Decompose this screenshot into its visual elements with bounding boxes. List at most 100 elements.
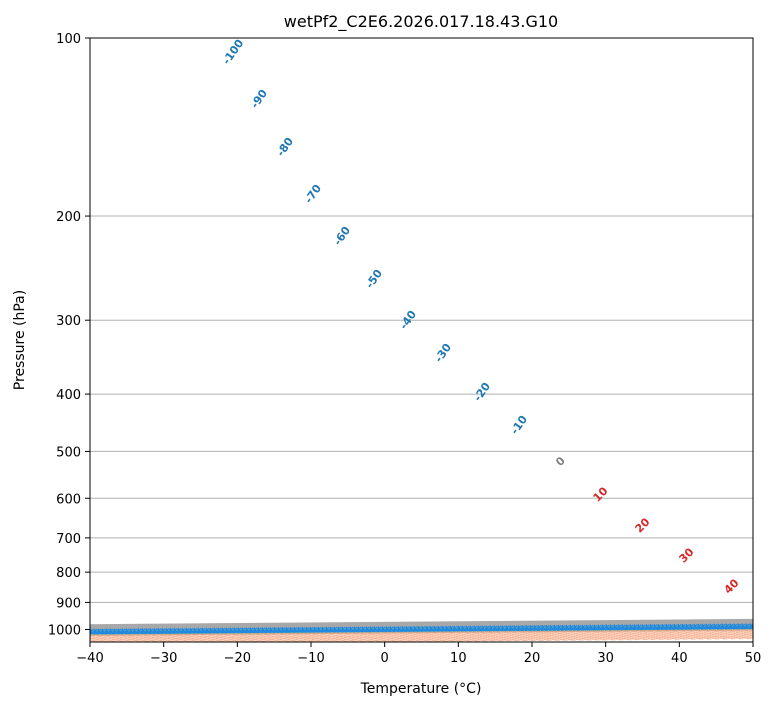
y-tick-label: 800 xyxy=(56,566,81,581)
isotherm--20 xyxy=(90,624,753,632)
moist-adiabat xyxy=(90,625,753,633)
dry-adiabat xyxy=(346,638,753,642)
mixing-ratio-line xyxy=(90,625,753,633)
dry-adiabat-label: -60 xyxy=(331,224,353,248)
x-axis-ticks: −40 −30 −20 −10 0 10 20 30 40 50 xyxy=(76,642,761,666)
dry-adiabat xyxy=(90,634,753,641)
mixing-ratio-line xyxy=(90,627,753,635)
dry-adiabat xyxy=(90,631,753,638)
y-tick-label: 100 xyxy=(56,32,81,47)
mixing-ratio-line xyxy=(90,626,753,634)
moist-adiabat xyxy=(90,624,753,631)
isotherm--110 xyxy=(90,619,753,626)
moist-adiabat xyxy=(90,626,753,633)
isotherm--100 xyxy=(90,620,753,627)
dry-adiabat xyxy=(90,624,753,632)
x-axis-label: Temperature (°C) xyxy=(360,681,482,697)
y-tick-label: 600 xyxy=(56,492,81,507)
mixing-ratio-line xyxy=(90,627,753,634)
mixing-ratio-line xyxy=(90,625,753,632)
mixing-ratio-line xyxy=(90,627,753,634)
isotherm-30 xyxy=(90,627,753,635)
isotherm-20 xyxy=(90,627,753,634)
dry-adiabat-label: -20 xyxy=(471,380,493,404)
y-tick-label: 300 xyxy=(56,314,81,329)
dry-adiabat xyxy=(90,630,753,637)
dry-adiabat xyxy=(90,633,753,640)
y-tick-label: 500 xyxy=(56,445,81,460)
x-tick-label: 50 xyxy=(745,651,762,666)
dry-adiabat xyxy=(90,633,753,641)
dry-adiabat xyxy=(90,631,753,639)
isotherm-60 xyxy=(90,629,753,636)
dry-adiabat-label: -90 xyxy=(248,87,270,111)
dry-adiabat xyxy=(122,636,753,642)
isotherm--120 xyxy=(90,618,753,626)
isotherm--30 xyxy=(90,624,753,631)
plot-area: 0.10.20.40.611.52346810131620253036 -100… xyxy=(90,37,753,642)
dry-adiabat xyxy=(90,632,753,640)
isotherm--50 xyxy=(90,623,753,630)
moist-adiabat xyxy=(90,624,753,632)
mixing-ratio-line xyxy=(90,627,753,635)
y-tick-label: 700 xyxy=(56,532,81,547)
isotherm--40 xyxy=(90,623,753,630)
moist-adiabat-label: 30 xyxy=(677,545,697,565)
y-tick-label: 900 xyxy=(56,596,81,611)
x-tick-label: −30 xyxy=(150,651,177,666)
moist-adiabats xyxy=(90,624,753,635)
dry-adiabat xyxy=(90,627,753,635)
moist-adiabat xyxy=(90,626,753,633)
isotherm-50 xyxy=(90,628,753,636)
mixing-ratio-line xyxy=(90,623,753,631)
moist-adiabat xyxy=(90,628,753,635)
dry-adiabat-label: -30 xyxy=(432,341,454,365)
x-tick-label: −20 xyxy=(224,651,251,666)
y-tick-label: 400 xyxy=(56,388,81,403)
isotherm--70 xyxy=(90,621,753,629)
moist-adiabat xyxy=(90,627,753,634)
isotherm--90 xyxy=(90,620,753,628)
dry-adiabat-label: -50 xyxy=(363,267,385,291)
dry-adiabat-label: -40 xyxy=(397,308,419,332)
dry-adiabat-label: -10 xyxy=(508,413,530,437)
dry-adiabat-label: -70 xyxy=(302,182,324,206)
isotherm-40 xyxy=(90,628,753,635)
isotherm-10 xyxy=(90,626,753,633)
dry-adiabat xyxy=(90,630,753,638)
x-tick-label: −10 xyxy=(297,651,324,666)
mixing-ratio-line xyxy=(90,626,753,634)
dry-adiabat xyxy=(90,627,753,634)
y-axis-ticks: 100 200 300 400 500 600 700 800 900 1000 xyxy=(48,32,90,638)
mixing-ratio-line xyxy=(90,627,753,635)
x-tick-label: −40 xyxy=(76,651,103,666)
dry-adiabat xyxy=(90,635,753,642)
isotherm--10 xyxy=(90,625,753,632)
isotherm--80 xyxy=(90,621,753,628)
dry-adiabat xyxy=(90,635,753,642)
moist-adiabat xyxy=(90,625,753,632)
moist-adiabat xyxy=(90,625,753,632)
moist-adiabat xyxy=(90,627,753,634)
moist-adiabat xyxy=(90,627,753,635)
x-tick-label: 10 xyxy=(450,651,467,666)
moist-adiabat-label: 10 xyxy=(591,484,611,504)
moist-adiabat-label: 20 xyxy=(633,515,653,535)
dry-adiabat xyxy=(90,625,753,632)
dry-adiabat-label: -100 xyxy=(220,37,247,67)
mixing-ratio-line xyxy=(90,625,753,632)
dry-adiabat xyxy=(271,637,753,642)
x-tick-label: 40 xyxy=(671,651,688,666)
isotherm--60 xyxy=(90,622,753,629)
dry-adiabats xyxy=(90,624,753,642)
grid xyxy=(90,38,753,636)
x-tick-label: 30 xyxy=(597,651,614,666)
y-tick-label: 200 xyxy=(56,210,81,225)
moist-adiabat-label: 40 xyxy=(722,576,742,596)
mixing-ratio-line xyxy=(90,623,753,631)
dry-adiabat xyxy=(90,628,753,636)
moist-adiabat xyxy=(90,626,753,633)
moist-adiabat xyxy=(90,628,753,635)
mixing-ratio-line xyxy=(90,626,753,633)
